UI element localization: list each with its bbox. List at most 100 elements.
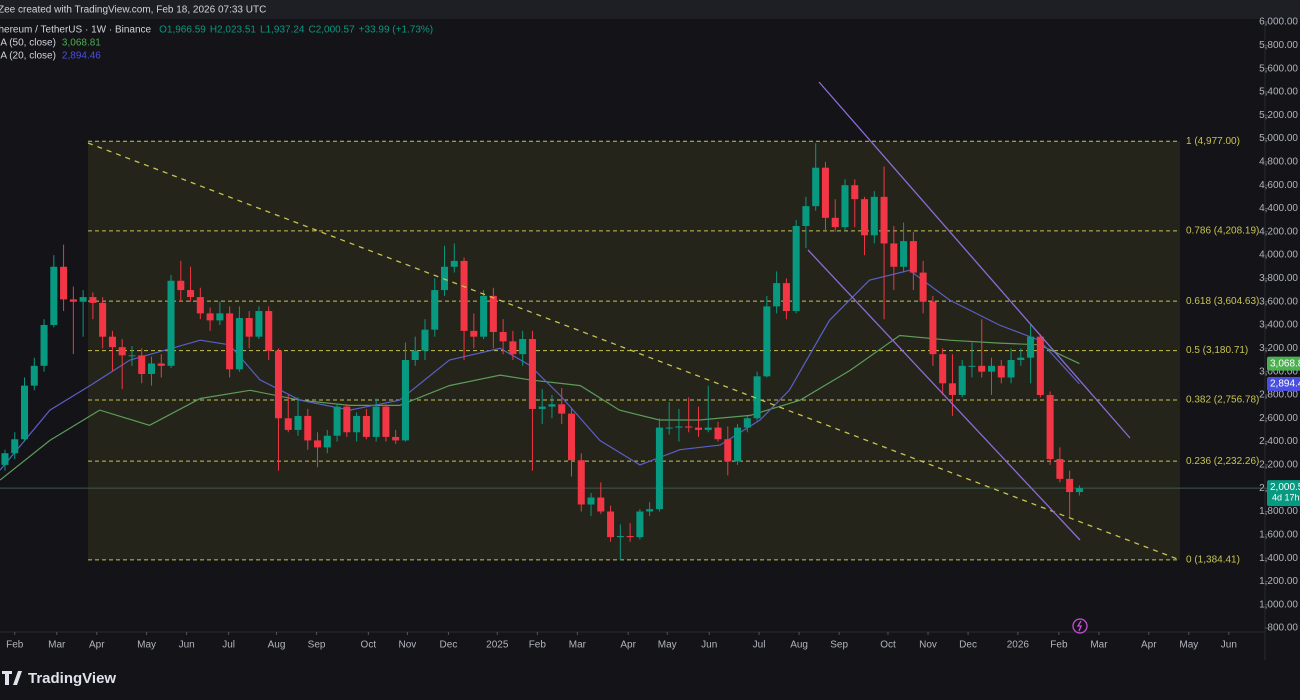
ma-price-tag-label: 3,068.81	[1270, 358, 1300, 369]
candle-body	[421, 329, 429, 351]
y-tick-label: 2,600.00	[1259, 413, 1298, 424]
candle-body	[489, 295, 497, 333]
legend-close: C2,000.57	[308, 25, 355, 36]
y-tick-label: 5,400.00	[1259, 87, 1298, 98]
candle-body	[1046, 394, 1054, 460]
candle-body	[196, 297, 204, 314]
candle-body	[157, 363, 165, 366]
y-tick-label: 4,800.00	[1259, 157, 1298, 168]
legend-open: O1,966.59	[159, 25, 206, 36]
candle-body	[294, 415, 302, 430]
candle-body	[792, 225, 800, 312]
y-tick-label: 1,600.00	[1259, 529, 1298, 540]
candle-body	[206, 313, 214, 321]
legend-change: +33.99 (+1.73%)	[359, 25, 434, 36]
x-tick-label: Feb	[529, 640, 547, 651]
candle-body	[362, 415, 370, 437]
candle-body	[460, 260, 468, 331]
y-tick-label: 1,800.00	[1259, 506, 1298, 517]
candle-body	[1007, 359, 1015, 378]
y-tick-label: 2,200.00	[1259, 460, 1298, 471]
fib-label: 0 (1,384.41)	[1186, 555, 1240, 566]
y-tick-label: 3,400.00	[1259, 320, 1298, 331]
candle-body	[607, 511, 615, 538]
candle-body	[753, 376, 761, 419]
candle-body	[675, 426, 683, 428]
x-tick-label: Oct	[361, 640, 377, 651]
candle-body	[21, 385, 29, 440]
x-tick-label: Aug	[268, 640, 286, 651]
candle-body	[997, 365, 1005, 378]
candle-body	[216, 313, 224, 321]
ma-price-tag	[1267, 356, 1300, 371]
candle-body	[138, 355, 146, 374]
candle-body	[40, 325, 48, 366]
candle-body	[821, 167, 829, 218]
ma-line	[0, 334, 1080, 481]
y-tick-label: 3,800.00	[1259, 273, 1298, 284]
candle-body	[177, 280, 185, 291]
candle-body	[919, 272, 927, 302]
candle-body	[450, 260, 458, 267]
candle-body	[1075, 488, 1083, 493]
icon-bolt[interactable]	[1076, 620, 1082, 632]
candle-body	[987, 365, 996, 372]
y-tick-label: 5,600.00	[1259, 63, 1298, 74]
candle-body	[724, 439, 732, 462]
candle-body	[812, 167, 820, 207]
ma-line	[0, 269, 1080, 471]
candle-body	[655, 427, 663, 510]
candle-body	[343, 406, 351, 433]
x-tick-label: 2026	[1007, 640, 1030, 651]
logo-icon	[2, 671, 22, 685]
candle-body	[30, 365, 38, 386]
candle-body	[470, 330, 478, 337]
candle-body	[763, 306, 771, 377]
fib-label: 0.618 (3,604.63)	[1186, 296, 1259, 307]
icon-ring[interactable]	[1072, 618, 1088, 634]
ma-legend-name: MA (50, close)	[0, 38, 56, 49]
candle-body	[685, 426, 693, 428]
ma-legend-name: MA (20, close)	[0, 51, 56, 62]
y-tick-label: 4,600.00	[1259, 180, 1298, 191]
candle-body	[509, 341, 517, 355]
candle-body	[616, 535, 624, 538]
brand-name[interactable]: TradingView	[28, 670, 116, 687]
x-tick-label: Dec	[440, 640, 458, 651]
x-tick-label: Mar	[569, 640, 587, 651]
candle-body	[948, 383, 956, 395]
plot-area: 1 (4,977.00) 0.786 (4,208.19) 0.618 (3,604…	[0, 136, 1265, 566]
x-tick-label: May	[658, 640, 677, 651]
candle-body	[831, 217, 839, 228]
candle-body	[929, 301, 937, 355]
candle-body	[323, 435, 331, 448]
last-price-tag	[1267, 480, 1300, 507]
x-tick-label: Jul	[222, 640, 235, 651]
candle-body	[880, 196, 888, 244]
fib-label: 0.236 (2,232.26)	[1186, 456, 1259, 467]
footer	[0, 660, 1300, 700]
candle-body	[499, 332, 507, 342]
top-bar	[0, 0, 1300, 19]
candle-body	[245, 318, 253, 337]
x-tick-label: Jun	[179, 640, 195, 651]
candle-body	[958, 365, 966, 395]
candle-body	[597, 497, 605, 512]
replay-icon[interactable]	[1072, 618, 1088, 634]
x-tick-label: May	[137, 640, 156, 651]
candle-body	[1027, 336, 1035, 358]
y-tick-label: 6,000.00	[1259, 17, 1298, 28]
legend: Ethereum / TetherUS · 1W · Binance O1,96…	[0, 25, 433, 36]
legend-high: H2,023.51	[210, 25, 257, 36]
brand-logo	[2, 671, 22, 685]
x-tick-label: May	[1179, 640, 1198, 651]
x-tick-label: Nov	[919, 640, 937, 651]
x-tick-label: Mar	[48, 640, 66, 651]
candle-body	[265, 311, 273, 351]
candle-body	[147, 363, 156, 374]
candle-body	[851, 185, 859, 200]
candle-body	[411, 350, 419, 360]
x-tick-label: Aug	[790, 640, 808, 651]
candle-body	[431, 290, 439, 330]
